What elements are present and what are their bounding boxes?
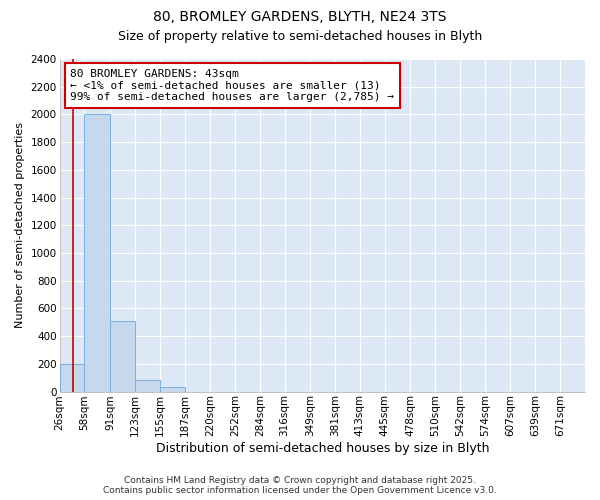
Bar bbox=[160, 386, 185, 392]
Bar bbox=[135, 380, 160, 392]
Y-axis label: Number of semi-detached properties: Number of semi-detached properties bbox=[15, 122, 25, 328]
X-axis label: Distribution of semi-detached houses by size in Blyth: Distribution of semi-detached houses by … bbox=[155, 442, 489, 455]
Text: Size of property relative to semi-detached houses in Blyth: Size of property relative to semi-detach… bbox=[118, 30, 482, 43]
Bar bbox=[85, 114, 110, 392]
Text: 80 BROMLEY GARDENS: 43sqm
← <1% of semi-detached houses are smaller (13)
99% of : 80 BROMLEY GARDENS: 43sqm ← <1% of semi-… bbox=[70, 69, 394, 102]
Text: 80, BROMLEY GARDENS, BLYTH, NE24 3TS: 80, BROMLEY GARDENS, BLYTH, NE24 3TS bbox=[153, 10, 447, 24]
Bar bbox=[110, 321, 135, 392]
Text: Contains HM Land Registry data © Crown copyright and database right 2025.
Contai: Contains HM Land Registry data © Crown c… bbox=[103, 476, 497, 495]
Bar bbox=[59, 364, 85, 392]
